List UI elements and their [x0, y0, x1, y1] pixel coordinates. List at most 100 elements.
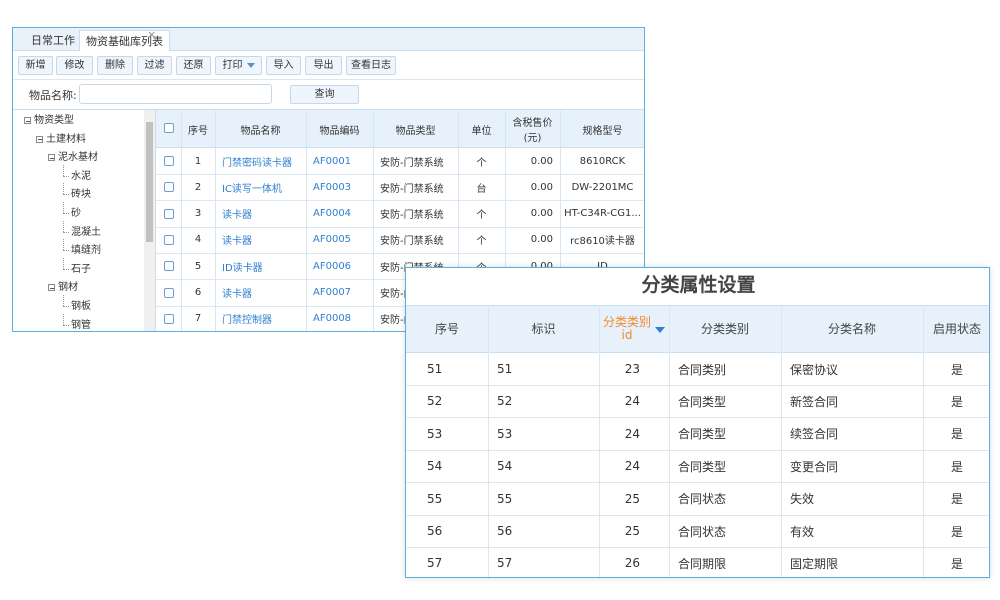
row-divider	[406, 547, 989, 548]
toolbar-button[interactable]: 查看日志	[346, 56, 396, 75]
table-cell[interactable]: 门禁密码读卡器	[222, 157, 292, 169]
table-cell: 个	[476, 236, 487, 248]
tree-label[interactable]: 砖块	[71, 189, 91, 201]
column-header: 分类名称	[827, 321, 876, 336]
tab-close[interactable]: ×	[147, 28, 157, 41]
table-cell: 26	[624, 556, 640, 571]
tree-label[interactable]: 钢管	[71, 319, 91, 331]
toolbar-button[interactable]: 打印	[215, 56, 262, 75]
tree-label[interactable]: 土建材料	[46, 133, 86, 145]
table-cell[interactable]: 门禁控制器	[222, 315, 272, 327]
col-divider	[560, 110, 561, 331]
column-header: 物品名称	[240, 125, 281, 137]
row-checkbox[interactable]	[164, 261, 174, 272]
tree-label[interactable]: 泥水基材	[58, 152, 98, 164]
tree-connector	[63, 175, 69, 177]
row-checkbox[interactable]	[164, 313, 174, 324]
tree-connector	[63, 306, 69, 307]
row-divider	[406, 482, 989, 484]
toolbar-button[interactable]: 还原	[176, 56, 211, 75]
tree-toggle-minus	[26, 120, 30, 122]
table-cell: 是	[950, 524, 963, 539]
tree-connector	[63, 231, 69, 233]
tree-label[interactable]: 砂	[71, 208, 81, 219]
toolbar-button[interactable]: 导入	[266, 56, 301, 75]
table-cell: 台	[476, 183, 487, 195]
column-header: 物品编码	[319, 125, 360, 137]
tree-label[interactable]: 钢板	[71, 301, 91, 312]
row-checkbox[interactable]	[164, 182, 174, 193]
row-checkbox[interactable]	[164, 287, 174, 298]
table-cell[interactable]: IC读写一体机	[222, 183, 282, 195]
col-divider	[505, 110, 506, 331]
table-cell: 53	[427, 426, 443, 441]
row-checkbox[interactable]	[164, 208, 174, 219]
tab[interactable]: 日常工作	[31, 34, 75, 47]
col-divider	[373, 110, 374, 331]
table-cell: 是	[950, 427, 963, 442]
tree-label[interactable]: 石子	[71, 263, 91, 275]
tree-vline	[63, 183, 64, 195]
table-cell[interactable]: AF0003	[313, 181, 352, 193]
table-cell: 合同类别	[678, 362, 727, 377]
table-cell[interactable]: AF0005	[313, 234, 352, 246]
table-cell: 7	[194, 313, 202, 325]
dialog-title: 分类属性设置	[641, 274, 756, 296]
tree-label[interactable]: 物资类型	[34, 115, 74, 126]
table-cell[interactable]: AF0008	[313, 313, 352, 325]
tree-panel: 物资类型土建材料泥水基材水泥砖块砂混凝土填缝剂石子钢材钢板钢管	[13, 110, 156, 331]
toolbar-button[interactable]: 新增	[18, 56, 53, 75]
table-cell: 失效	[790, 492, 815, 507]
table-header	[156, 110, 644, 148]
table-cell: 8610RCK	[579, 155, 626, 167]
table-cell[interactable]: 读卡器	[222, 236, 252, 248]
sort-arrow[interactable]	[655, 327, 665, 333]
column-header: 含税售价(元)	[512, 118, 553, 144]
row-divider	[406, 449, 989, 451]
table-cell: 新签合同	[790, 394, 839, 409]
dialog-header	[406, 305, 989, 353]
toolbar-divider	[13, 79, 644, 80]
row-divider	[406, 417, 989, 419]
tab[interactable]: 物资基础库列表	[79, 30, 170, 51]
table-cell: 合同类型	[678, 427, 727, 442]
table-cell[interactable]: AF0001	[313, 155, 352, 167]
table-cell: 53	[497, 426, 513, 441]
table-cell: 25	[624, 491, 640, 506]
column-header[interactable]: 分类类别id	[603, 315, 652, 342]
row-divider	[156, 226, 644, 228]
search-input[interactable]	[79, 84, 272, 104]
list-window: 日常工作 物资基础库列表 × 新增 修改 删除 过滤 还原 打印 导入 导出 查看日志 物品名称: 查询物…	[12, 27, 645, 332]
toolbar-button[interactable]: 导出	[305, 56, 342, 75]
table-cell[interactable]: AF0007	[313, 287, 352, 298]
row-divider	[406, 385, 989, 386]
row-checkbox[interactable]	[164, 156, 174, 166]
row-divider	[156, 252, 644, 254]
row-checkbox[interactable]	[164, 234, 174, 245]
tree-connector	[63, 194, 69, 196]
column-header: 标识	[531, 321, 556, 336]
table-cell: 合同类型	[678, 459, 727, 474]
dialog-window: 分类属性设置 序号 标识 分类类别id 分类类别 分类名称 启用状态 51 51 23 合同类别 保密…	[405, 267, 990, 578]
tree-label[interactable]: 水泥	[71, 170, 91, 182]
tree-label[interactable]: 混凝土	[71, 226, 101, 238]
tree-label[interactable]: 填缝剂	[71, 245, 101, 257]
toolbar-button[interactable]: 修改	[56, 56, 93, 75]
search-button[interactable]: 查询	[290, 85, 359, 104]
row-divider	[156, 305, 644, 307]
table-cell[interactable]: 读卡器	[222, 210, 252, 222]
column-header: 启用状态	[932, 321, 981, 336]
table-cell[interactable]: ID读卡器	[222, 262, 263, 274]
table-cell[interactable]: AF0006	[313, 260, 352, 272]
table-cell: 是	[950, 556, 963, 571]
header-checkbox[interactable]	[164, 123, 174, 133]
table-cell[interactable]: 读卡器	[222, 289, 252, 300]
table-cell[interactable]: AF0004	[313, 208, 352, 220]
toolbar-button[interactable]: 删除	[97, 56, 133, 75]
table-cell: 是	[950, 459, 963, 474]
tree-label[interactable]: 钢材	[58, 282, 78, 294]
column-header: 单位	[471, 125, 492, 137]
toolbar-button[interactable]: 过滤	[137, 56, 172, 75]
table-cell: 0.00	[505, 253, 560, 279]
